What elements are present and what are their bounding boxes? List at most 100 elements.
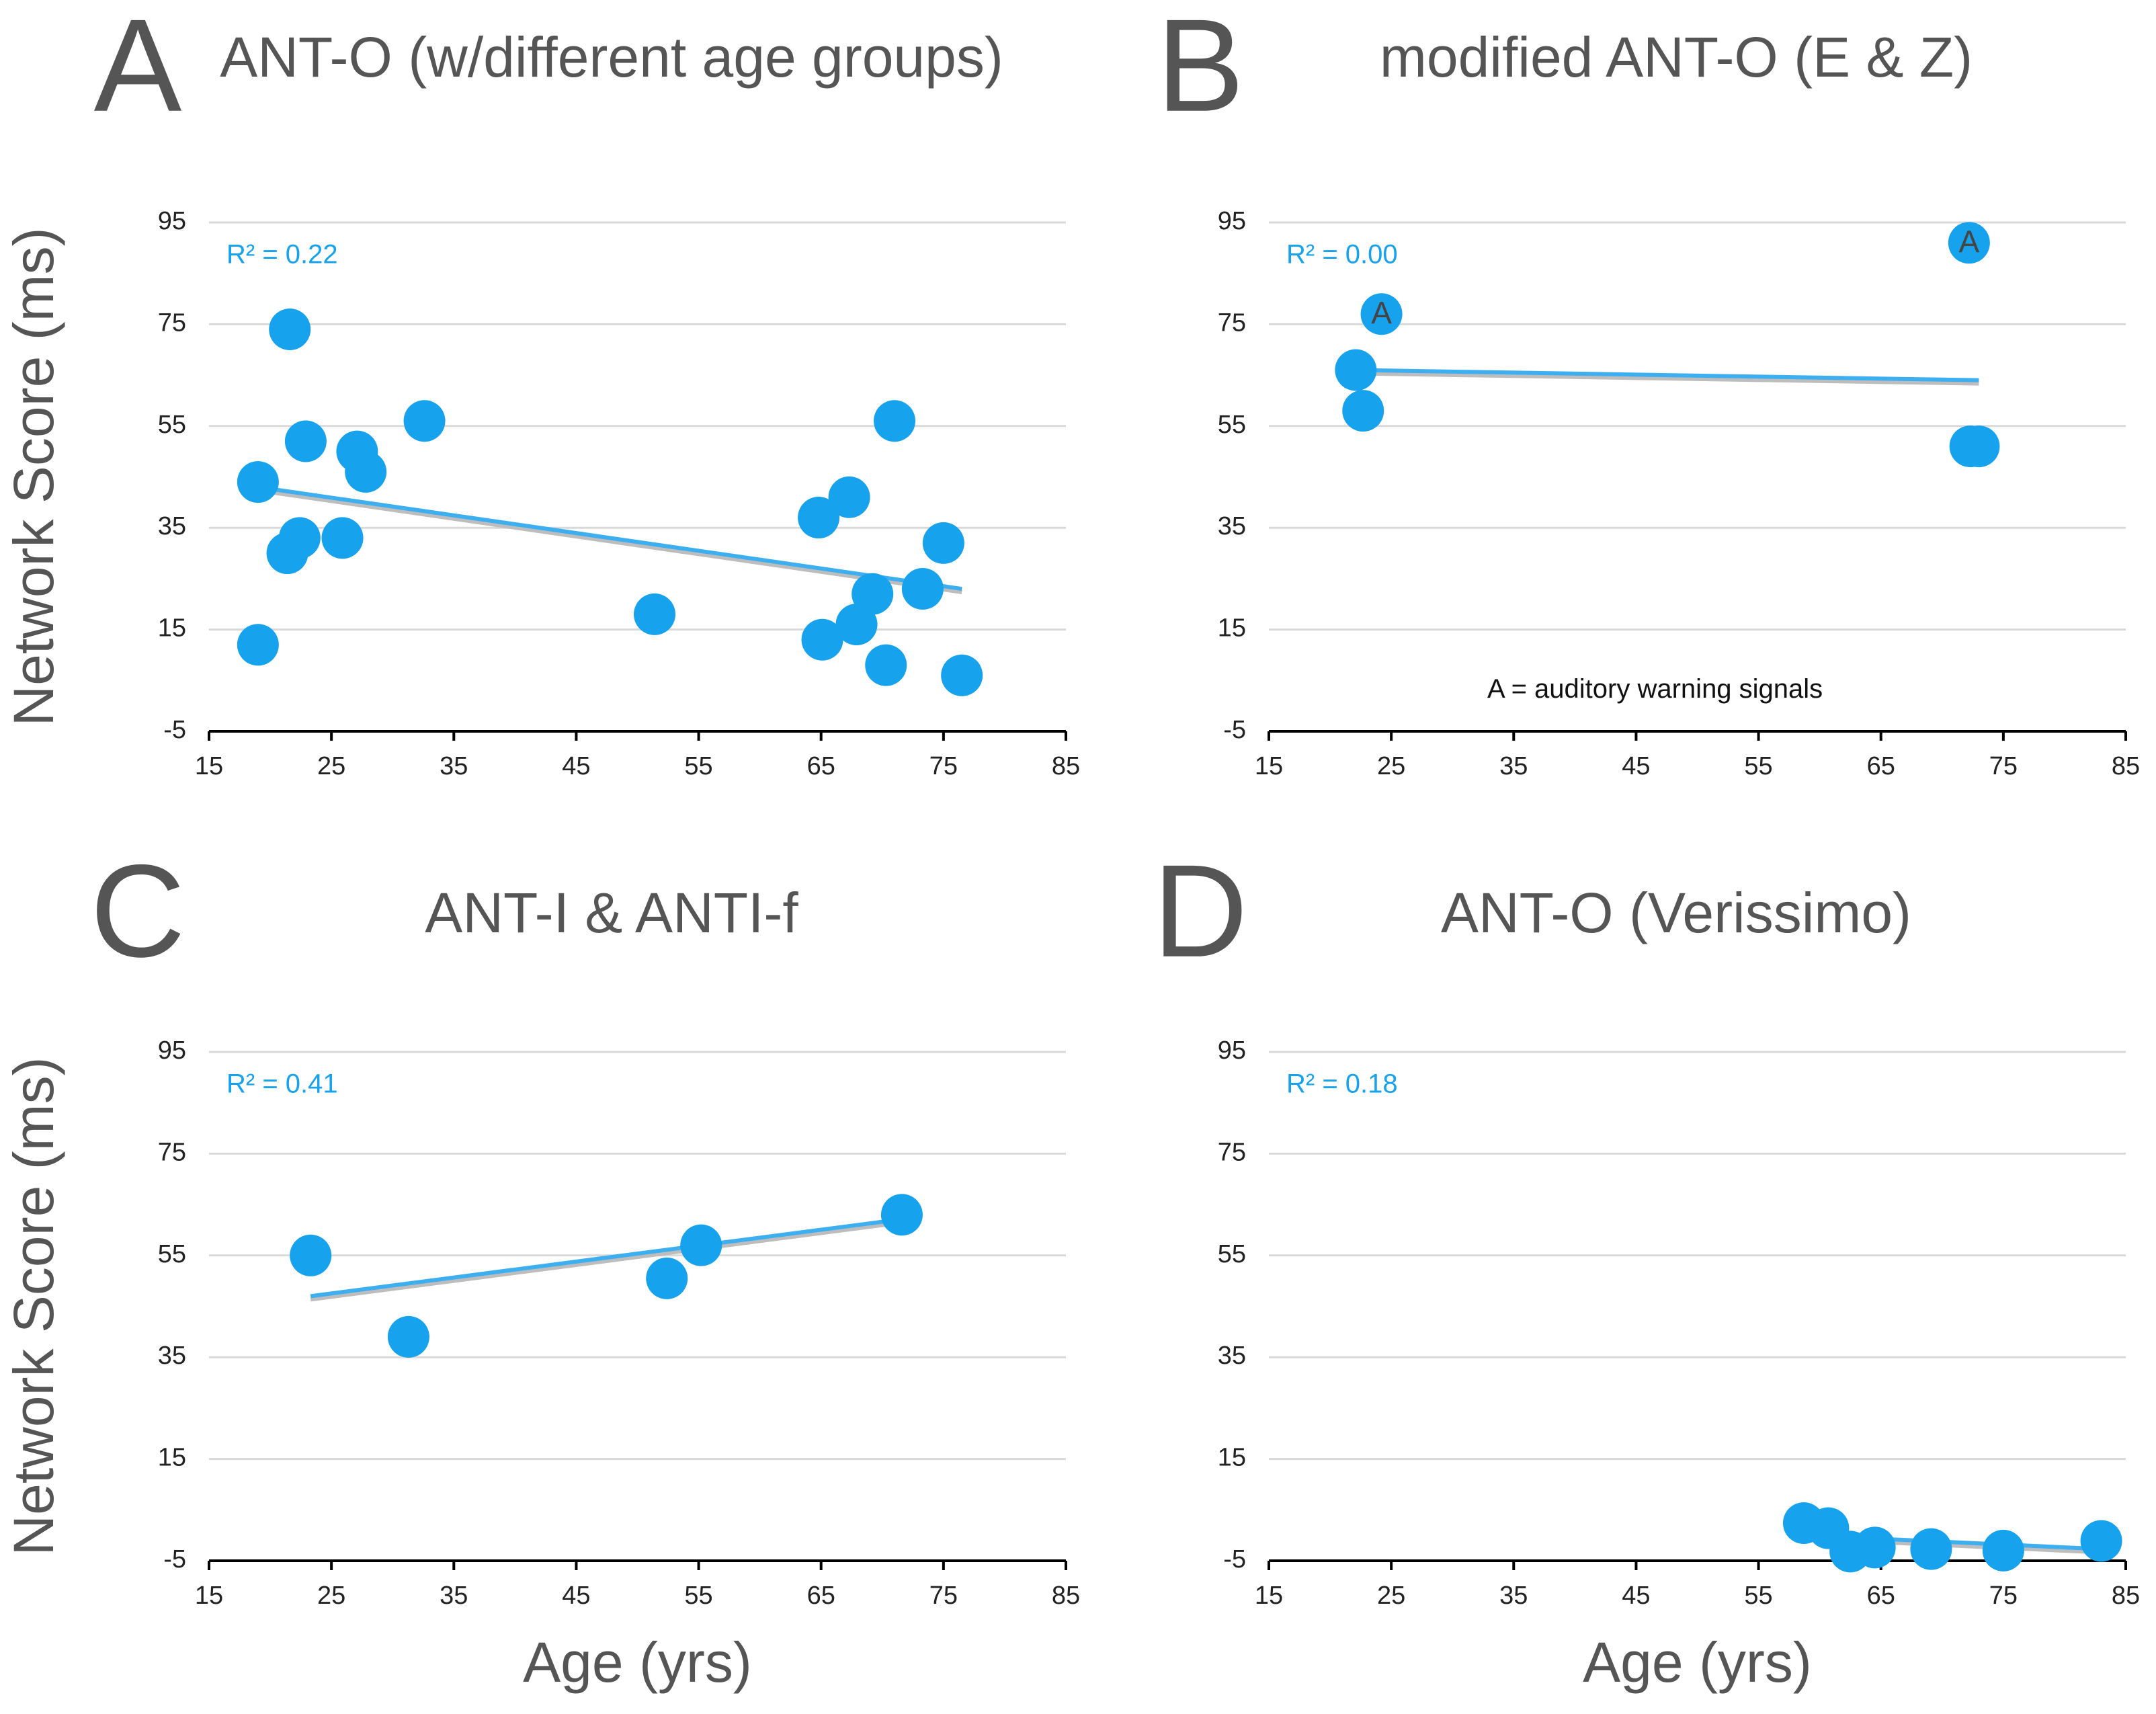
x-tick-label: 35 — [440, 752, 468, 780]
trendline — [257, 485, 962, 591]
chart-title: ANT-I & ANTI-f — [425, 881, 798, 944]
point — [2080, 1520, 2122, 1562]
point — [880, 1194, 923, 1236]
x-tick-label: 45 — [562, 1582, 590, 1610]
y-tick-label: 75 — [158, 309, 186, 337]
point — [798, 497, 840, 539]
r-squared: R² = 0.22 — [226, 240, 338, 270]
chart-title: ANT-O (Verissimo) — [1441, 881, 1911, 944]
trendline-shadow — [310, 1221, 898, 1302]
y-tick-label: 75 — [158, 1138, 186, 1166]
x-tick-label: 75 — [929, 1582, 958, 1610]
x-tick-label: 85 — [2112, 1582, 2140, 1610]
x-tick-label: 75 — [929, 752, 958, 780]
x-tick-label: 45 — [562, 752, 590, 780]
point — [1335, 349, 1377, 391]
y-tick-label: -5 — [1223, 1545, 1246, 1574]
y-axis-label: Network Score (ms) — [2, 227, 65, 726]
point — [290, 1234, 332, 1276]
y-tick-label: -5 — [163, 1545, 186, 1574]
point — [901, 568, 944, 610]
y-tick-label: 35 — [1218, 1342, 1246, 1370]
y-tick-label: 55 — [158, 411, 186, 439]
x-tick-label: 45 — [1622, 1582, 1650, 1610]
trendline-shadow — [1356, 371, 1979, 386]
y-tick-label: -5 — [1223, 716, 1246, 744]
y-tick-label: 75 — [1218, 309, 1246, 337]
point-label: A — [1371, 295, 1392, 330]
point — [801, 618, 843, 661]
x-tick-label: 65 — [1867, 1582, 1895, 1610]
x-tick-label: 35 — [1499, 1582, 1528, 1610]
y-tick-label: 15 — [158, 614, 186, 643]
x-tick-label: 25 — [317, 752, 345, 780]
point — [403, 400, 446, 442]
point — [1910, 1528, 1952, 1570]
point — [828, 476, 870, 518]
y-tick-label: 15 — [158, 1444, 186, 1472]
point — [941, 654, 983, 696]
point — [1958, 425, 2000, 468]
point — [874, 400, 915, 442]
x-tick-label: 85 — [1052, 1582, 1080, 1610]
x-tick-label: 55 — [1744, 752, 1772, 780]
point — [266, 532, 308, 575]
y-tick-label: -5 — [163, 716, 186, 744]
y-tick-label: 95 — [1218, 1036, 1246, 1065]
trendline-shadow — [257, 488, 962, 595]
x-tick-label: 25 — [317, 1582, 345, 1610]
point — [1948, 222, 1990, 264]
y-tick-label: 95 — [158, 207, 186, 235]
y-tick-label: 55 — [1218, 1240, 1246, 1268]
point — [835, 604, 878, 646]
y-tick-label: 35 — [158, 512, 186, 540]
panel-letter: C — [90, 838, 185, 985]
r-squared: R² = 0.00 — [1286, 240, 1398, 270]
point — [865, 644, 907, 686]
chart-title: modified ANT-O (E & Z) — [1380, 26, 1973, 89]
point — [387, 1315, 429, 1358]
point — [1342, 390, 1384, 432]
point — [269, 308, 311, 350]
y-axis-label: Network Score (ms) — [2, 1057, 65, 1555]
point — [284, 420, 327, 462]
x-tick-label: 55 — [684, 1582, 712, 1610]
y-tick-label: 55 — [1218, 411, 1246, 439]
point — [646, 1257, 688, 1299]
y-tick-label: 95 — [158, 1036, 186, 1065]
note: A = auditory warning signals — [1487, 674, 1823, 704]
trendline — [1356, 368, 1979, 382]
x-tick-label: 65 — [807, 1582, 835, 1610]
x-tick-label: 45 — [1622, 752, 1650, 780]
x-tick-label: 35 — [440, 1582, 468, 1610]
point — [345, 450, 387, 493]
x-tick-label: 15 — [195, 752, 223, 780]
y-tick-label: 95 — [1218, 207, 1246, 235]
chart-title: ANT-O (w/different age groups) — [220, 26, 1003, 89]
x-tick-label: 85 — [1052, 752, 1080, 780]
x-axis-label: Age (yrs) — [523, 1631, 752, 1694]
panel-letter: D — [1153, 838, 1248, 985]
panel-letter: A — [94, 0, 182, 139]
x-tick-label: 65 — [807, 752, 835, 780]
x-axis-label: Age (yrs) — [1583, 1631, 1812, 1694]
y-tick-label: 55 — [158, 1240, 186, 1268]
r-squared: R² = 0.41 — [226, 1069, 338, 1099]
y-tick-label: 35 — [158, 1342, 186, 1370]
point — [680, 1224, 722, 1266]
x-tick-label: 25 — [1377, 1582, 1405, 1610]
x-tick-label: 85 — [2112, 752, 2140, 780]
point — [321, 517, 364, 559]
y-tick-label: 75 — [1218, 1138, 1246, 1166]
point — [1360, 293, 1403, 335]
point — [922, 522, 964, 564]
point — [237, 624, 279, 666]
point — [1982, 1529, 2024, 1572]
x-tick-label: 55 — [684, 752, 712, 780]
point — [1854, 1526, 1896, 1569]
point — [852, 573, 894, 615]
r-squared: R² = 0.18 — [1286, 1069, 1398, 1099]
panel-letter: B — [1157, 0, 1245, 139]
